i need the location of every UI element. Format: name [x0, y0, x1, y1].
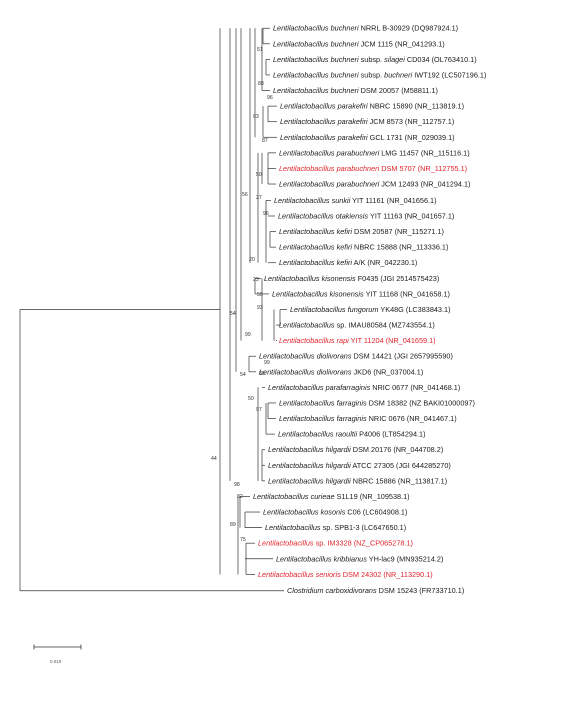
bootstrap-value: 82	[237, 494, 243, 500]
tip-label: Lentilactobacillus buchneri DSM 20057 (M…	[273, 86, 438, 95]
tip-label: Lentilactobacillus rapi YIT 11204 (NR_04…	[279, 336, 436, 345]
tip-label: Lentilactobacillus diolivorans DSM 14421…	[259, 352, 453, 361]
bootstrap-value: 50	[248, 396, 254, 402]
tip-label: Lentilactobacillus kefiri NBRC 15888 (NR…	[279, 243, 448, 252]
bootstrap-value: 93	[257, 305, 263, 311]
bootstrap-labels: 5188969387502796562023559354999986545097…	[211, 47, 273, 543]
tip-label: Lentilactobacillus kosonis C06 (LC604908…	[263, 508, 407, 517]
tip-label: Lentilactobacillus hilgardii ATCC 27305 …	[268, 461, 451, 470]
tip-label: Lentilactobacillus buchneri JCM 1115 (NR…	[273, 39, 445, 48]
bootstrap-value: 50	[256, 172, 262, 178]
tip-label: Lentilactobacillus hilgardii DSM 20176 (…	[268, 445, 443, 454]
tip-label: Lentilactobacillus buchneri subsp. buchn…	[273, 70, 486, 79]
tree-branches	[19, 27, 287, 592]
tip-label: Lentilactobacillus otakiensis YIT 11163 …	[278, 212, 454, 221]
bootstrap-value: 88	[258, 81, 264, 87]
tip-label: Lentilactobacillus kefiri A/K (NR_042230…	[279, 258, 417, 267]
bootstrap-value: 99	[264, 360, 270, 366]
tip-label: Lentilactobacillus parakefiri NBRC 15890…	[280, 102, 464, 111]
bootstrap-value: 97	[256, 407, 262, 413]
tip-label: Lentilactobacillus kribbianus YH-lac9 (M…	[276, 554, 443, 563]
tip-label: Lentilactobacillus farraginis DSM 18382 …	[279, 398, 475, 407]
tip-label: Lentilactobacillus parakefiri JCM 8573 (…	[280, 117, 454, 126]
bootstrap-value: 87	[262, 138, 268, 144]
bootstrap-value: 93	[253, 114, 259, 120]
tip-labels: Lentilactobacillus buchneri NRRL B-30929…	[253, 24, 486, 596]
bootstrap-value: 96	[263, 211, 269, 217]
tip-label: Lentilactobacillus buchneri NRRL B-30929…	[273, 24, 458, 33]
bootstrap-value: 27	[256, 195, 262, 201]
tip-label: Lentilactobacillus hilgardii NBRC 15886 …	[268, 476, 447, 485]
tip-label: Lentilactobacillus parabuchneri DSM 5707…	[279, 164, 467, 173]
tip-label: Lentilactobacillus parabuchneri JCM 1249…	[279, 180, 470, 189]
bootstrap-value: 20	[249, 257, 255, 263]
tip-label: Lentilactobacillus parafarraginis NRIC 0…	[268, 383, 460, 392]
scale-bar-label: 0.010	[50, 659, 62, 664]
tip-label: Lentilactobacillus fungorum YK48G (LC383…	[290, 305, 451, 314]
tip-label: Lentilactobacillus diolivorans JKD6 (NR_…	[259, 367, 423, 376]
bootstrap-value: 51	[257, 47, 263, 53]
tip-label: Lentilactobacillus sp. IMAU80584 (MZ7435…	[279, 321, 435, 330]
bootstrap-value: 96	[267, 95, 273, 101]
tip-label: Lentilactobacillus curieae S1L19 (NR_109…	[253, 492, 410, 501]
bootstrap-value: 86	[259, 371, 265, 377]
tip-label: Lentilactobacillus kefiri DSM 20587 (NR_…	[279, 227, 444, 236]
bootstrap-value: 55	[257, 292, 263, 298]
tip-label: Lentilactobacillus kisonensis YIT 11168 …	[272, 289, 450, 298]
bootstrap-value: 89	[230, 522, 236, 528]
bootstrap-value: 99	[245, 332, 251, 338]
tip-label: Lentilactobacillus raoultii P4006 (LT854…	[278, 430, 426, 439]
tip-label: Lentilactobacillus buchneri subsp. silag…	[273, 55, 477, 64]
tip-label: Lentilactobacillus sunkii YIT 11161 (NR_…	[274, 196, 437, 205]
tip-label: Lentilactobacillus sp. SPB1-3 (LC647650.…	[265, 523, 406, 532]
tip-label: Lentilactobacillus parakefiri GCL 1731 (…	[280, 133, 455, 142]
tip-label: Lentilactobacillus senioris DSM 24302 (N…	[258, 570, 433, 579]
scale-bar: 0.010	[33, 644, 82, 664]
tip-label: Clostridium carboxidivorans DSM 15243 (F…	[287, 586, 464, 595]
bootstrap-value: 75	[240, 537, 246, 543]
tip-label: Lentilactobacillus kisonensis F0435 (JGI…	[264, 274, 439, 283]
bootstrap-value: 23	[253, 277, 259, 283]
bootstrap-value: 54	[240, 372, 246, 378]
bootstrap-value: 54	[230, 311, 236, 317]
bootstrap-value: 44	[211, 456, 217, 462]
tip-label: Lentilactobacillus parabuchneri LMG 1145…	[279, 148, 470, 157]
bootstrap-value: 56	[242, 192, 248, 198]
tip-label: Lentilactobacillus sp. IM3328 (NZ_CP0652…	[258, 539, 413, 548]
bootstrap-value: 98	[234, 482, 240, 488]
tip-label: Lentilactobacillus farraginis NRIC 0676 …	[279, 414, 457, 423]
